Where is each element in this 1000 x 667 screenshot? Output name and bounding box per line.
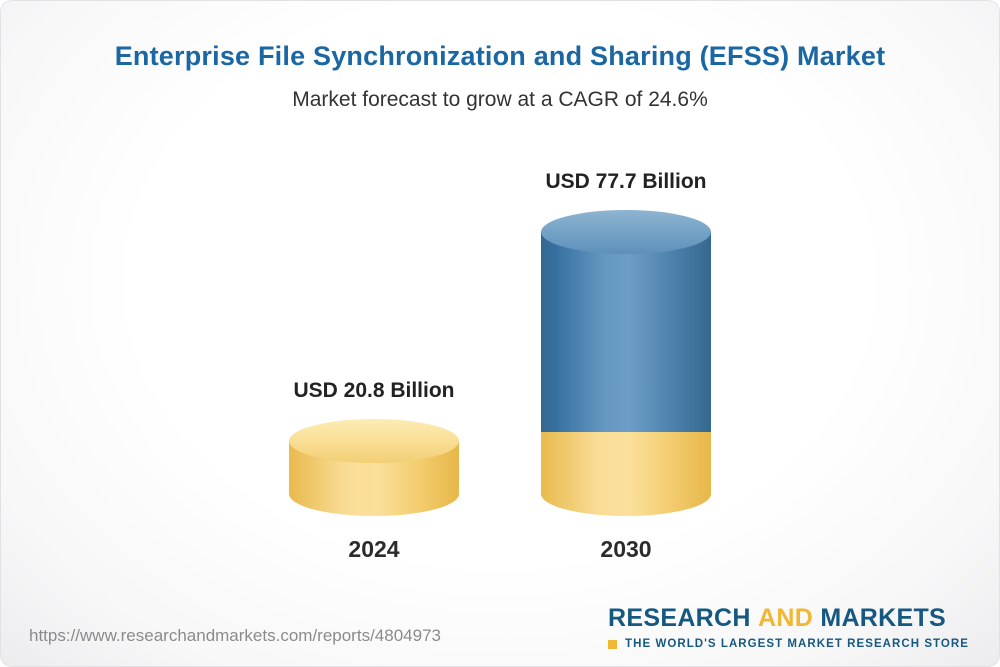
bar-segment-blue	[541, 232, 711, 432]
chart-subtitle: Market forecast to grow at a CAGR of 24.…	[292, 88, 708, 111]
bar-cylinder-2030	[541, 210, 711, 516]
bar-segment-yellow	[541, 432, 711, 516]
cylinder-body	[541, 232, 711, 516]
bar-group-2024: USD 20.8 Billion 2024	[289, 379, 459, 563]
axis-label-2030: 2030	[600, 536, 652, 562]
cylinder-top-ellipse	[289, 419, 459, 463]
brand-tagline-row: THE WORLD'S LARGEST MARKET RESEARCH STOR…	[608, 638, 969, 650]
brand-tagline: THE WORLD'S LARGEST MARKET RESEARCH STOR…	[625, 638, 969, 650]
value-label-2030: USD 77.7 Billion	[545, 170, 707, 193]
chart-area: USD 20.8 Billion 2024 USD 77.7 Billion 2…	[1, 113, 999, 563]
cylinder-top-ellipse	[541, 210, 711, 254]
logo-word-markets: MARKETS	[820, 604, 947, 632]
axis-label-2024: 2024	[348, 536, 400, 562]
source-url-link[interactable]: https://www.researchandmarkets.com/repor…	[29, 626, 441, 645]
brand-logo[interactable]: RESEARCH AND MARKETS THE WORLD'S LARGEST…	[608, 604, 969, 650]
bar-group-2030: USD 77.7 Billion 2030	[541, 170, 711, 563]
footer: https://www.researchandmarkets.com/repor…	[29, 604, 969, 650]
logo-word-and: AND	[758, 604, 814, 632]
value-label-2024: USD 20.8 Billion	[293, 379, 455, 402]
yellow-square-icon	[608, 639, 618, 649]
chart-title: Enterprise File Synchronization and Shar…	[114, 41, 886, 71]
brand-wordmark: RESEARCH AND MARKETS	[608, 604, 946, 633]
logo-word-research: RESEARCH	[608, 604, 751, 632]
bar-cylinder-2024	[289, 419, 459, 516]
